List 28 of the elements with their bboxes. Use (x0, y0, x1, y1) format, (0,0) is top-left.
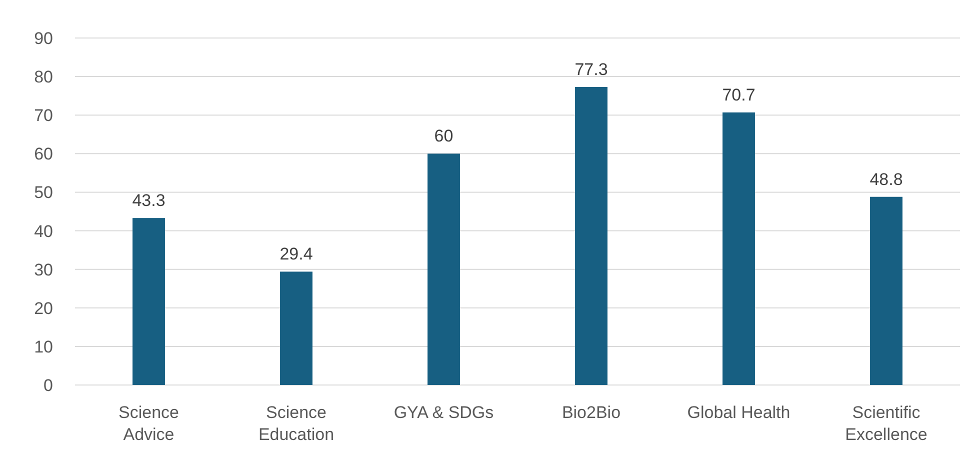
bar (722, 112, 755, 385)
y-tick-label: 40 (34, 222, 53, 241)
y-tick-label: 30 (34, 260, 53, 280)
data-label: 48.8 (870, 170, 903, 189)
data-label: 43.3 (132, 191, 166, 210)
bar (428, 154, 460, 385)
data-label: 77.3 (574, 60, 608, 79)
y-tick-label: 80 (34, 68, 53, 87)
bar (575, 86, 608, 385)
data-label: 29.4 (280, 244, 313, 264)
y-tick-label: 0 (44, 376, 53, 395)
y-tick-label: 70 (34, 106, 53, 126)
y-tick-label: 10 (34, 337, 53, 356)
y-tick-label: 90 (34, 29, 53, 48)
y-tick-label: 20 (34, 298, 53, 318)
data-label: 60 (434, 126, 454, 146)
x-tick-label: Scientific Excellence (845, 403, 928, 444)
bar (280, 272, 312, 385)
bar (870, 196, 902, 385)
x-tick-label: Bio2Bio (562, 403, 621, 422)
x-tick-label: Science Advice (118, 403, 179, 444)
y-tick-label: 50 (34, 183, 53, 202)
x-tick-label: GYA & SDGs (394, 403, 494, 422)
data-label: 70.7 (722, 85, 756, 104)
bar (132, 218, 165, 385)
x-tick-label: Global Health (687, 403, 790, 422)
x-tick-label: Science Education (258, 403, 334, 444)
y-tick-label: 60 (34, 144, 53, 164)
